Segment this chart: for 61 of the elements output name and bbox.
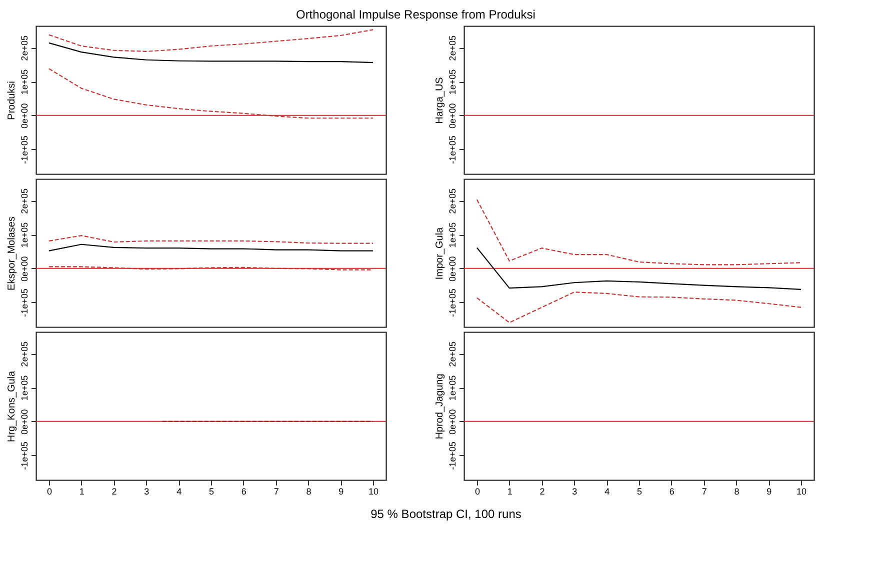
y-tick-label: 2e+05 [20, 188, 30, 214]
y-tick-label: 2e+05 [448, 36, 458, 61]
line-series [476, 247, 802, 290]
y-tick-label: 0e+00 [20, 103, 30, 129]
text: Orthogonal Impulse Response from Produksi [296, 7, 536, 22]
y-tick-label: 0e+00 [448, 103, 458, 129]
y-tick-label: 2e+05 [20, 36, 30, 61]
x-tick-label: 1 [507, 486, 512, 496]
y-tick-label: 2e+05 [20, 342, 30, 367]
y-axis-title: Hprod_Jagung [434, 374, 446, 440]
y-axis-title: Hrg_Kons_Gula [6, 370, 18, 442]
x-tick-label: 3 [572, 486, 578, 496]
y-tick-label: -1e+05 [448, 288, 458, 317]
x-tick-label: 2 [112, 486, 117, 496]
x-tick-label: 0 [46, 486, 52, 496]
y-axis-title: Ekspor_Molases [6, 216, 18, 290]
y-tick-label: 0e+00 [20, 256, 30, 282]
y-tick-label: 1e+05 [20, 222, 30, 248]
x-tick-label: 5 [208, 486, 214, 496]
y-tick-label: 0e+00 [448, 409, 458, 435]
x-tick-label: 1 [79, 486, 84, 496]
y-tick-label: 1e+05 [20, 69, 30, 95]
line-series [476, 292, 802, 324]
y-axis-title: Produksi [6, 81, 18, 120]
y-tick-label: 1e+05 [448, 69, 458, 95]
y-tick-label: 1e+05 [20, 375, 30, 401]
y-tick-label: 1e+05 [448, 375, 458, 401]
x-tick-label: 3 [144, 486, 150, 496]
x-tick-label: 4 [604, 486, 610, 496]
x-tick-label: 8 [734, 486, 740, 496]
x-tick-label: 10 [368, 486, 379, 496]
y-axis-title: Harga_US [434, 76, 446, 124]
y-tick-label: -1e+05 [20, 136, 30, 164]
y-tick-label: 2e+05 [448, 342, 458, 367]
x-tick-label: 8 [306, 486, 312, 496]
x-tick-label: 2 [540, 486, 545, 496]
line-series [48, 29, 374, 52]
x-tick-label: 6 [241, 486, 246, 496]
line-series [476, 199, 802, 266]
x-tick-label: 10 [796, 486, 807, 496]
x-tick-label: 0 [474, 486, 480, 496]
y-tick-label: -1e+05 [20, 442, 30, 470]
y-tick-label: -1e+05 [448, 442, 458, 470]
x-tick-label: 7 [274, 486, 279, 496]
y-tick-label: 0e+00 [448, 256, 458, 282]
line-series [48, 244, 374, 252]
y-axis-title: Impor_Gula [434, 226, 446, 280]
x-tick-label: 6 [669, 486, 674, 496]
y-tick-label: 0e+00 [20, 409, 30, 435]
line-series [48, 42, 374, 64]
y-tick-label: 2e+05 [448, 188, 458, 214]
x-tick-label: 7 [702, 486, 707, 496]
x-tick-label: 5 [636, 486, 642, 496]
y-tick-label: -1e+05 [448, 136, 458, 164]
x-tick-label: 9 [338, 486, 344, 496]
x-tick-label: 9 [766, 486, 772, 496]
y-tick-label: -1e+05 [20, 288, 30, 317]
x-tick-label: 4 [176, 486, 182, 496]
text: 95 % Bootstrap CI, 100 runs [370, 507, 522, 521]
y-tick-label: 1e+05 [448, 222, 458, 248]
line-series [48, 235, 374, 244]
